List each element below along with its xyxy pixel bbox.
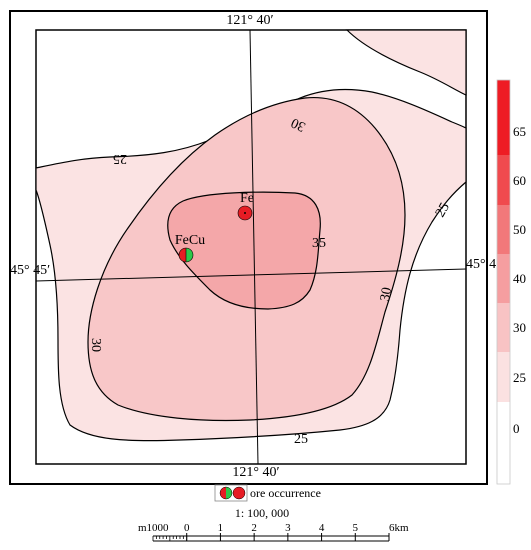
scale-bar-tick-label: 2: [251, 522, 257, 534]
scale-bar-tick-label: 5: [353, 522, 359, 534]
contour-zone-35: [167, 191, 321, 310]
longitude-label-bottom: 121° 40′: [232, 465, 279, 480]
contour-zone-25-top-right: [345, 29, 467, 96]
legend-fecu-right: [226, 487, 232, 499]
fe-label: Fe: [240, 191, 254, 206]
longitude-line: [249, 29, 259, 465]
fe-marker-center: [244, 212, 246, 214]
symbol-legend-box: [214, 484, 248, 502]
colorbar-tick-label: 50: [513, 222, 526, 237]
colorbar-swatch: [497, 80, 510, 155]
contour-labels: 25 30 35 30 25 30 25: [88, 114, 453, 447]
colorbar-tick-label: 60: [513, 173, 526, 188]
symbol-legend: ore occurrence: [214, 484, 321, 502]
longitude-label-top: 121° 40′: [226, 13, 273, 28]
colorbar-tick-label: 0: [513, 421, 520, 436]
colorbar-tick-label: 40: [513, 271, 526, 286]
scale-bar: 0 1 2 3 4 5 6km: [152, 522, 409, 542]
scale-bar-tick-label: 0: [184, 522, 190, 534]
colorbar-swatch: [497, 254, 510, 303]
legend-fecu-left: [220, 487, 226, 499]
scale-bar-tick-label: 3: [285, 522, 291, 534]
colorbar-swatch: [497, 205, 510, 254]
ore-point-fecu[interactable]: FeCu: [175, 233, 205, 263]
contour-label-30-left: 30: [88, 338, 103, 352]
contour-label-30-top: 30: [289, 114, 308, 134]
colorbar-swatch: [497, 155, 510, 205]
ore-point-fe[interactable]: Fe: [237, 191, 254, 221]
fecu-marker-left-half: [179, 248, 186, 262]
scale-bar-tick-label: 1: [218, 522, 224, 534]
symbol-legend-label: ore occurrence: [250, 486, 321, 500]
legend-fe-marker: [232, 486, 246, 500]
colorbar-tick-label: 65: [513, 124, 526, 139]
colorbar-tick-label: 30: [513, 320, 526, 335]
scale-ratio: 1: 100, 000: [235, 506, 289, 520]
colorbar-tick-label: 25: [513, 370, 526, 385]
colorbar-swatch: [497, 352, 510, 402]
fecu-marker-right-half: [186, 248, 193, 262]
colorbar-swatch: [497, 303, 510, 352]
colorbar-swatch: [497, 402, 510, 484]
contour-label-30-right: 30: [378, 286, 395, 302]
colorbar-outline: [496, 79, 511, 485]
contour-label-25-top: 25: [113, 151, 127, 166]
fecu-label: FeCu: [175, 233, 205, 248]
colorbar-legend: 65 60 50 40 30 25 0: [496, 79, 526, 485]
legend-fecu-outline: [219, 486, 233, 500]
scale-left-label: m1000: [138, 522, 169, 534]
contour-label-25-right: 25: [433, 200, 453, 220]
outer-frame: [9, 10, 488, 485]
scale-bar-tick-label: 4: [319, 522, 325, 534]
latitude-label-left: 45° 45′: [10, 263, 50, 278]
latitude-line: [35, 268, 467, 282]
latitude-label-right: 45° 45′: [466, 257, 506, 272]
contour-label-35: 35: [312, 236, 326, 251]
map-area: 25 30 35 30 25 30 25 Fe FeCu: [35, 29, 467, 465]
scale-bar-tick-label: 6km: [389, 522, 409, 534]
contour-label-25-bottom: 25: [294, 432, 308, 447]
